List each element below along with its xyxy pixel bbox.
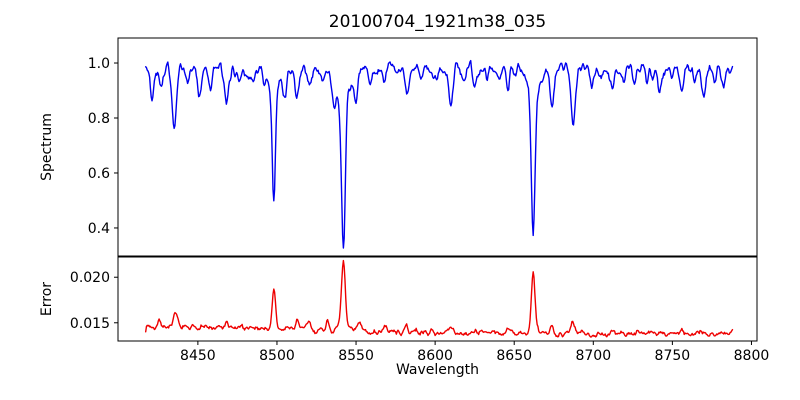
- x-tick-label: 8750: [655, 348, 691, 364]
- y-axis-label-error: Error: [39, 281, 55, 317]
- y-tick-label: 0.4: [88, 221, 110, 237]
- x-tick-label: 8800: [734, 348, 770, 364]
- y-tick-label: 0.015: [70, 316, 110, 332]
- chart-title: 20100704_1921m38_035: [328, 12, 547, 32]
- error-panel-line: [144, 259, 734, 338]
- x-tick-label: 8700: [575, 348, 611, 364]
- y-tick-label: 0.6: [88, 166, 110, 182]
- x-tick-label: 8550: [338, 348, 374, 364]
- x-tick-label: 8650: [496, 348, 532, 364]
- x-tick-label: 8450: [180, 348, 216, 364]
- x-tick-label: 8600: [417, 348, 453, 364]
- error-panel-frame: [117, 256, 758, 342]
- y-tick-label: 0.020: [70, 270, 110, 286]
- spectrum-panel-line: [144, 59, 734, 249]
- y-tick-label: 1.0: [88, 56, 110, 72]
- x-tick-label: 8500: [259, 348, 295, 364]
- x-axis-label: Wavelength: [395, 362, 480, 378]
- spectrum-panel-frame: [117, 37, 758, 257]
- y-axis-label-spectrum: Spectrum: [39, 113, 55, 181]
- y-tick-label: 0.8: [88, 111, 110, 127]
